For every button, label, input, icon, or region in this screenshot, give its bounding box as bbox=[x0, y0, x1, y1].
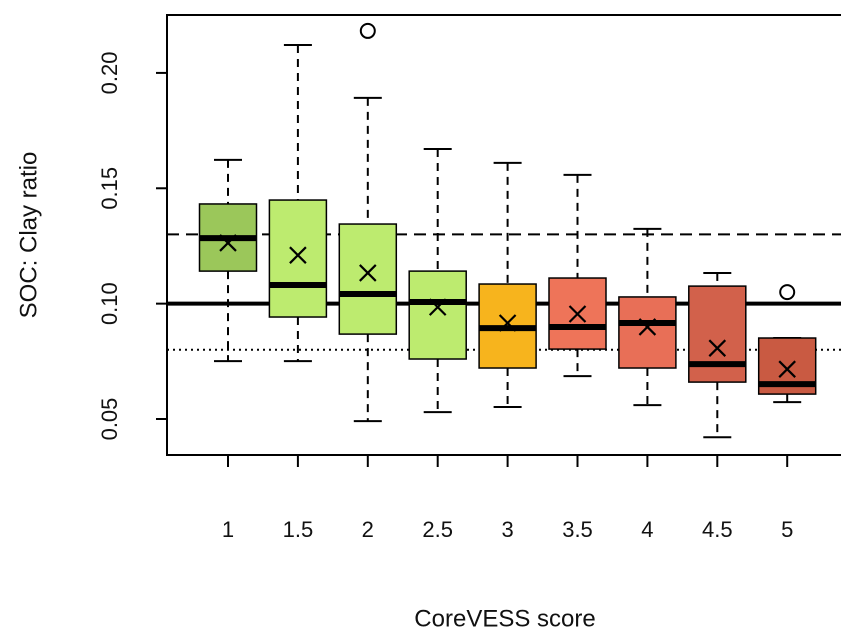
y-tick-label: 0.20 bbox=[97, 51, 122, 94]
outlier bbox=[359, 22, 376, 39]
x-tick-label: 1 bbox=[222, 517, 234, 542]
x-tick-label: 4 bbox=[641, 517, 653, 542]
x-tick-label: 3.5 bbox=[562, 517, 593, 542]
mean-marker bbox=[568, 305, 587, 323]
x-tick-label: 3 bbox=[501, 517, 513, 542]
mean-marker bbox=[498, 314, 517, 332]
x-tick-label: 4.5 bbox=[702, 517, 733, 542]
box bbox=[268, 199, 328, 318]
mean-marker bbox=[778, 360, 796, 378]
mean-marker bbox=[219, 234, 237, 252]
x-tick-label: 2.5 bbox=[422, 517, 453, 542]
box bbox=[618, 296, 677, 369]
y-tick-label: 0.05 bbox=[97, 398, 122, 441]
box bbox=[688, 285, 747, 383]
y-tick-label: 0.10 bbox=[97, 282, 122, 325]
outlier bbox=[779, 284, 796, 301]
plot-frame bbox=[166, 14, 841, 456]
mean-marker bbox=[638, 318, 657, 336]
mean-marker bbox=[428, 298, 447, 316]
mean-marker bbox=[708, 339, 727, 357]
x-axis-label: CoreVESS score bbox=[414, 605, 595, 632]
x-tick-label: 1.5 bbox=[283, 517, 314, 542]
x-tick-label: 5 bbox=[781, 517, 793, 542]
x-tick-label: 2 bbox=[362, 517, 374, 542]
y-axis-label: SOC: Clay ratio bbox=[15, 152, 42, 319]
mean-marker bbox=[289, 246, 307, 264]
y-tick-label: 0.15 bbox=[97, 167, 122, 210]
mean-marker bbox=[359, 264, 377, 282]
box bbox=[338, 223, 398, 335]
box bbox=[408, 270, 467, 360]
